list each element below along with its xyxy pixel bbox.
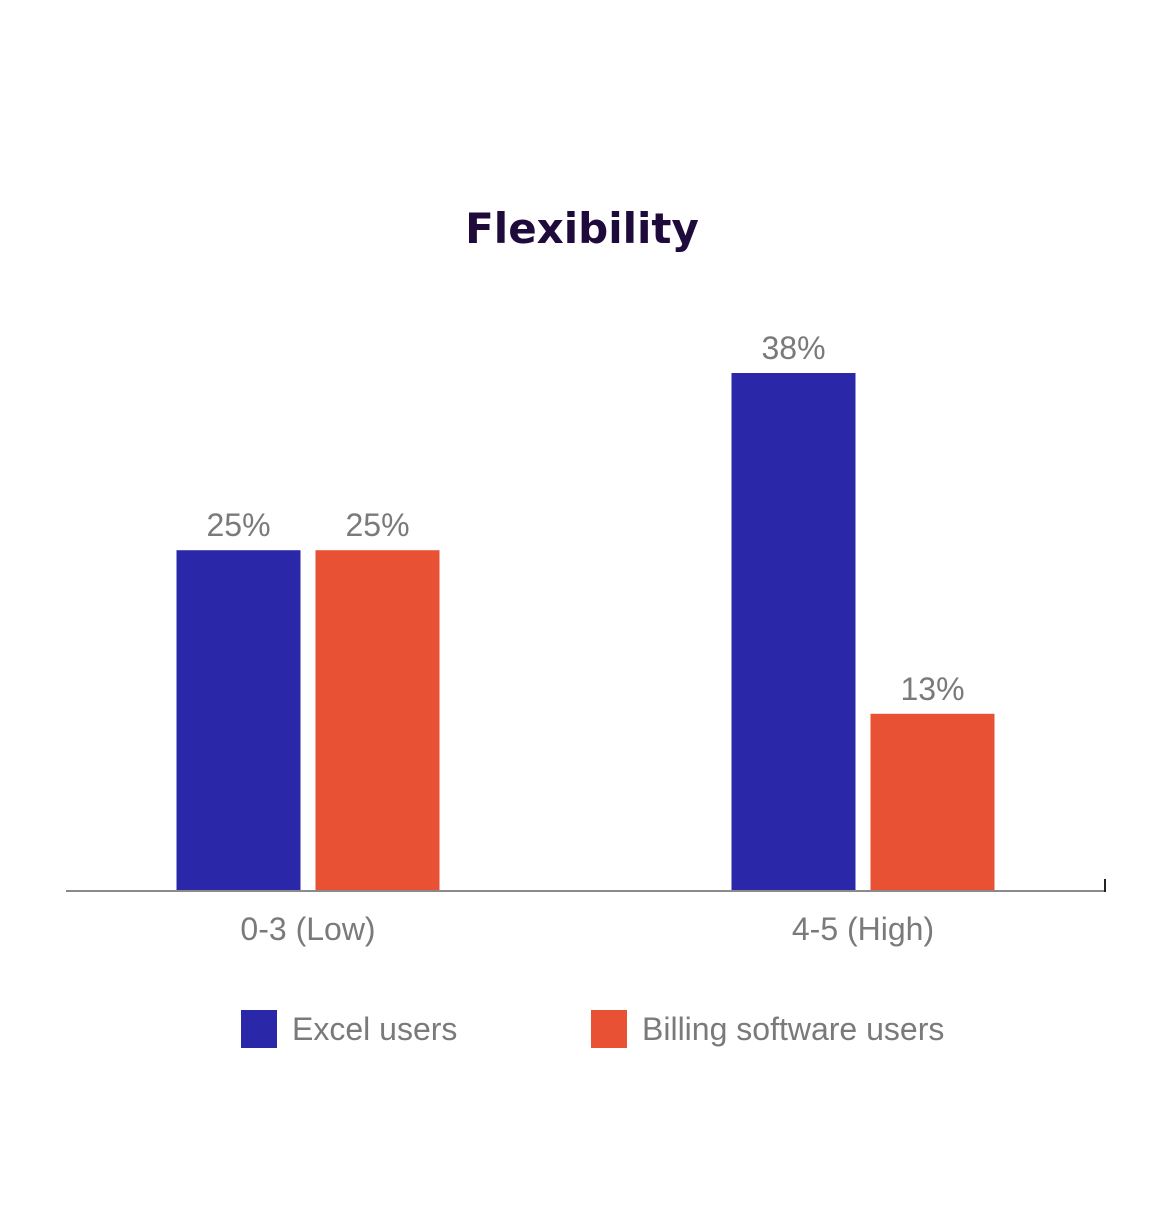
value-label-excel-0: 25% — [206, 507, 270, 543]
value-labels-group: 25% 25% 38% 13% — [206, 330, 964, 707]
legend-label-excel: Excel users — [292, 1011, 457, 1047]
value-label-billing-1: 13% — [900, 671, 964, 707]
value-label-billing-0: 25% — [345, 507, 409, 543]
bar-excel-0 — [176, 550, 301, 891]
bar-billing-0 — [315, 550, 440, 891]
legend: Excel users Billing software users — [241, 1010, 944, 1048]
legend-label-billing: Billing software users — [642, 1011, 944, 1047]
tick-labels-group: 0-3 (Low) 4-5 (High) — [240, 911, 934, 947]
chart-title: Flexibility — [465, 204, 699, 253]
x-tick-label-0: 0-3 (Low) — [240, 911, 375, 947]
bar-excel-1 — [731, 373, 856, 891]
x-tick-label-1: 4-5 (High) — [792, 911, 934, 947]
legend-swatch-billing — [591, 1010, 627, 1048]
value-label-excel-1: 38% — [761, 330, 825, 366]
legend-swatch-excel — [241, 1010, 277, 1048]
bar-billing-1 — [870, 713, 995, 891]
bars-group — [176, 373, 995, 891]
